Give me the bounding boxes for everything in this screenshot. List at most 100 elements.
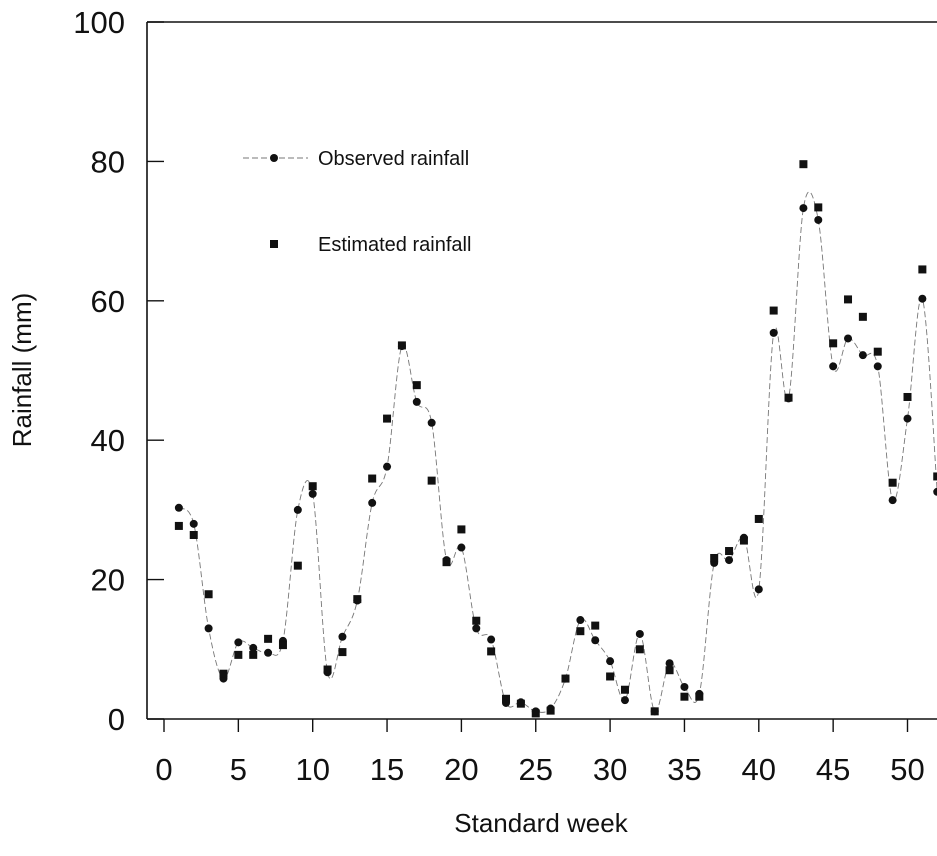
estimated-point <box>769 306 778 315</box>
x-tick-label: 45 <box>816 752 850 787</box>
estimated-point <box>174 521 183 530</box>
observed-point <box>814 215 823 224</box>
legend-estimated-label: Estimated rainfall <box>318 234 471 256</box>
observed-point <box>680 682 689 691</box>
observed-point <box>249 643 258 652</box>
observed-point <box>844 334 853 343</box>
observed-point <box>368 498 377 507</box>
legend-observed-label: Observed rainfall <box>318 148 469 170</box>
x-tick-label: 30 <box>593 752 627 787</box>
observed-point <box>799 204 808 213</box>
observed-point <box>264 648 273 657</box>
estimated-point <box>293 561 302 570</box>
estimated-point <box>561 674 570 683</box>
estimated-point <box>784 393 793 402</box>
observed-point <box>487 635 496 644</box>
observed-point <box>427 418 436 427</box>
estimated-point <box>308 482 317 491</box>
estimated-point <box>442 558 451 567</box>
legend-observed-marker <box>270 154 278 162</box>
axes <box>146 21 937 720</box>
y-ticks: 0 20 40 60 80 100 <box>73 5 164 737</box>
observed-point <box>754 585 763 594</box>
observed-point <box>918 294 927 303</box>
estimated-point <box>412 381 421 390</box>
observed-point <box>725 556 734 565</box>
observed-point <box>591 636 600 645</box>
estimated-point <box>516 699 525 708</box>
y-tick-label: 20 <box>91 563 125 598</box>
estimated-point <box>397 341 406 350</box>
estimated-point <box>204 590 213 599</box>
estimated-point <box>323 665 332 674</box>
observed-point <box>606 657 615 666</box>
x-tick-label: 25 <box>519 752 553 787</box>
estimated-point <box>739 536 748 545</box>
x-tick-label: 10 <box>295 752 329 787</box>
series-layer <box>174 160 937 718</box>
x-ticks: 0 5 10 15 20 25 30 35 40 45 50 <box>155 719 925 787</box>
estimated-point <box>546 706 555 715</box>
observed-point <box>665 659 674 668</box>
observed-point <box>234 638 243 647</box>
estimated-point <box>858 312 867 321</box>
estimated-point <box>264 634 273 643</box>
estimated-point <box>680 692 689 701</box>
observed-point <box>189 519 198 528</box>
estimated-point <box>472 616 481 625</box>
observed-point <box>769 328 778 337</box>
estimated-point <box>353 595 362 604</box>
estimated-point <box>888 478 897 487</box>
estimated-point <box>427 476 436 485</box>
legend-item-estimated: Estimated rainfall <box>270 234 471 256</box>
estimated-point <box>234 650 243 659</box>
estimated-point <box>829 339 838 348</box>
estimated-point <box>933 472 937 481</box>
observed-point <box>472 624 481 633</box>
y-tick-label: 40 <box>91 423 125 458</box>
y-axis-label: Rainfall (mm) <box>7 293 37 448</box>
observed-point <box>858 351 867 360</box>
x-axis-label: Standard week <box>454 808 628 838</box>
estimated-point <box>814 203 823 212</box>
legend-estimated-marker <box>270 240 278 248</box>
x-tick-label: 20 <box>444 752 478 787</box>
y-tick-label: 0 <box>108 702 125 737</box>
estimated-point <box>799 160 808 169</box>
estimated-point <box>189 530 198 539</box>
observed-point <box>873 362 882 371</box>
observed-series-line <box>178 191 937 713</box>
observed-point <box>204 624 213 633</box>
observed-point <box>829 362 838 371</box>
estimated-point <box>725 547 734 556</box>
estimated-point <box>873 347 882 356</box>
estimated-point <box>457 525 466 534</box>
estimated-point <box>383 414 392 423</box>
observed-point <box>308 489 317 498</box>
observed-point <box>174 503 183 512</box>
x-tick-label: 15 <box>370 752 404 787</box>
estimated-point <box>249 650 258 659</box>
estimated-point <box>368 474 377 483</box>
estimated-point <box>754 514 763 523</box>
estimated-point <box>844 295 853 304</box>
observed-point <box>576 616 585 625</box>
observed-point <box>293 505 302 514</box>
legend: Observed rainfall Estimated rainfall <box>243 148 471 256</box>
estimated-point <box>502 694 511 703</box>
y-tick-label: 60 <box>91 284 125 319</box>
estimated-point <box>487 647 496 656</box>
observed-point <box>903 414 912 423</box>
estimated-point <box>903 392 912 401</box>
legend-item-observed: Observed rainfall <box>243 148 469 170</box>
observed-point <box>933 487 937 496</box>
y-tick-label: 80 <box>91 144 125 179</box>
observed-point <box>620 696 629 705</box>
y-tick-label: 100 <box>73 5 125 40</box>
estimated-point <box>650 707 659 716</box>
observed-point <box>635 629 644 638</box>
estimated-point <box>531 709 540 718</box>
estimated-point <box>620 685 629 694</box>
estimated-point <box>219 669 228 678</box>
